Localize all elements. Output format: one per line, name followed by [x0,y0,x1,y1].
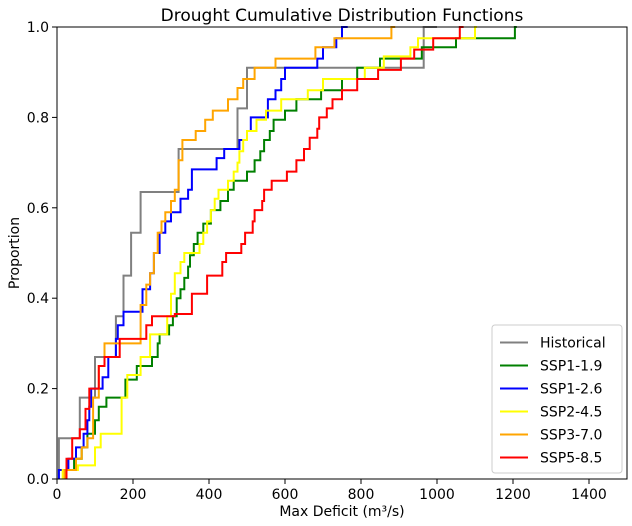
y-axis-ticks: 0.0 0.2 0.4 0.6 0.8 1.0 [27,20,57,488]
y-tick-label: 0.2 [27,382,49,398]
x-tick-label: 1000 [419,487,455,503]
x-axis-ticks: 0 200 400 600 800 1000 1200 1400 [53,479,607,503]
y-tick-label: 0.0 [27,472,49,488]
y-axis-title: Proportion [7,217,23,289]
legend-label: Historical [540,336,606,352]
series-line-ssp2-4-5 [61,26,477,479]
x-tick-label: 0 [53,487,62,503]
x-tick-label: 800 [348,487,375,503]
x-axis-title: Max Deficit (m³/s) [279,504,404,520]
legend-label: SSP2-4.5 [540,405,602,421]
x-tick-label: 400 [196,487,223,503]
series-line-ssp1-1-9 [65,26,517,479]
legend-label: SSP3-7.0 [540,428,602,444]
x-tick-label: 200 [120,487,147,503]
legend-box [491,324,623,474]
legend-label: SSP1-2.6 [540,382,603,398]
chart-title: Drought Cumulative Distribution Function… [161,6,524,26]
legend-label: SSP1-1.9 [540,359,602,375]
legend-label: SSP5-8.5 [540,451,602,467]
x-tick-label: 1400 [571,487,607,503]
plot-frame [56,26,628,480]
y-tick-label: 1.0 [27,20,49,36]
series-layer [57,26,517,479]
series-line-ssp3-7-0 [63,26,396,479]
y-tick-label: 0.4 [27,291,49,307]
legend: Historical SSP1-1.9 SSP1-2.6 SSP2-4.5 SSP3-7… [491,324,623,474]
series-line-ssp5-8-5 [65,26,464,479]
x-tick-label: 1200 [495,487,531,503]
x-tick-label: 600 [272,487,299,503]
y-tick-label: 0.8 [27,110,49,126]
y-tick-label: 0.6 [27,201,49,217]
